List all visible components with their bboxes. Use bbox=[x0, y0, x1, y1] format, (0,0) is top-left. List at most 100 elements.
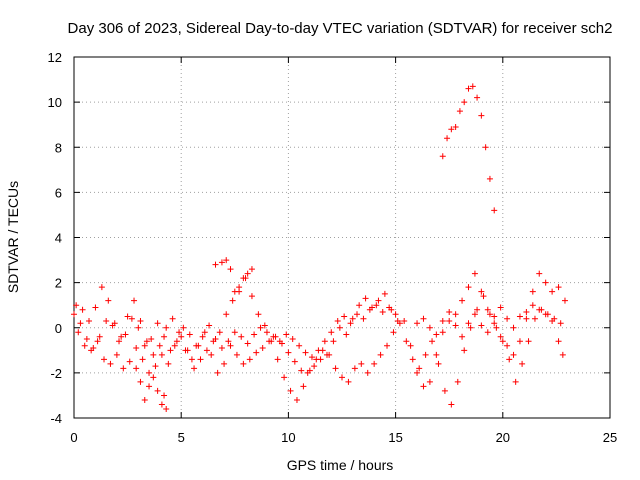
data-point bbox=[478, 322, 485, 329]
data-point bbox=[486, 175, 493, 182]
data-point bbox=[396, 320, 403, 327]
data-point bbox=[154, 387, 161, 394]
data-point bbox=[308, 354, 315, 361]
data-point bbox=[257, 324, 264, 331]
y-tick-label: 0 bbox=[55, 321, 62, 336]
data-point bbox=[465, 320, 472, 327]
data-point bbox=[452, 322, 459, 329]
data-point bbox=[83, 336, 90, 343]
data-point bbox=[493, 324, 500, 331]
data-point bbox=[448, 401, 455, 408]
data-point bbox=[351, 365, 358, 372]
data-point bbox=[118, 333, 125, 340]
data-point bbox=[240, 275, 247, 282]
point-layer bbox=[71, 83, 568, 412]
data-point bbox=[150, 374, 157, 381]
data-point bbox=[124, 313, 131, 320]
data-point bbox=[409, 356, 416, 363]
data-point bbox=[227, 266, 234, 273]
data-point bbox=[161, 333, 168, 340]
data-point bbox=[491, 313, 498, 320]
data-point bbox=[101, 356, 108, 363]
data-point bbox=[225, 338, 232, 345]
data-point bbox=[218, 259, 225, 266]
data-point bbox=[176, 329, 183, 336]
data-point bbox=[471, 311, 478, 318]
series-band-c bbox=[75, 275, 403, 403]
data-point bbox=[332, 365, 339, 372]
data-point bbox=[298, 367, 305, 374]
series-spike bbox=[439, 83, 498, 214]
data-point bbox=[238, 333, 245, 340]
data-point bbox=[184, 347, 191, 354]
data-point bbox=[504, 342, 511, 349]
data-point bbox=[506, 356, 513, 363]
data-point bbox=[105, 297, 112, 304]
data-point bbox=[161, 392, 168, 399]
y-tick-label: 4 bbox=[55, 231, 62, 246]
data-point bbox=[523, 308, 530, 315]
data-point bbox=[199, 333, 206, 340]
x-tick-label: 10 bbox=[281, 430, 295, 445]
data-point bbox=[422, 351, 429, 358]
data-point bbox=[349, 315, 356, 322]
x-tick-label: 25 bbox=[603, 430, 617, 445]
data-point bbox=[561, 297, 568, 304]
data-point bbox=[146, 369, 153, 376]
data-point bbox=[261, 322, 268, 329]
data-point bbox=[319, 347, 326, 354]
data-point bbox=[426, 324, 433, 331]
data-point bbox=[180, 324, 187, 331]
data-point bbox=[229, 297, 236, 304]
data-point bbox=[336, 324, 343, 331]
data-point bbox=[461, 99, 468, 106]
data-point bbox=[163, 405, 170, 412]
data-point bbox=[371, 360, 378, 367]
data-point bbox=[122, 331, 129, 338]
data-point bbox=[216, 329, 223, 336]
data-point bbox=[197, 356, 204, 363]
x-tick-label: 5 bbox=[178, 430, 185, 445]
data-point bbox=[486, 311, 493, 318]
data-point bbox=[255, 311, 262, 318]
data-point bbox=[469, 83, 476, 90]
data-point bbox=[116, 338, 123, 345]
data-point bbox=[379, 308, 386, 315]
data-point bbox=[148, 336, 155, 343]
data-point bbox=[233, 351, 240, 358]
data-point bbox=[98, 284, 105, 291]
data-point bbox=[236, 284, 243, 291]
data-point bbox=[407, 342, 414, 349]
data-point bbox=[474, 94, 481, 101]
data-point bbox=[555, 338, 562, 345]
data-point bbox=[131, 297, 138, 304]
data-point bbox=[497, 333, 504, 340]
data-point bbox=[420, 315, 427, 322]
data-point bbox=[231, 329, 238, 336]
data-point bbox=[478, 288, 485, 295]
data-point bbox=[293, 396, 300, 403]
data-point bbox=[248, 293, 255, 300]
data-point bbox=[531, 315, 538, 322]
data-point bbox=[306, 367, 313, 374]
data-point bbox=[103, 317, 110, 324]
data-point bbox=[491, 207, 498, 214]
data-point bbox=[510, 351, 517, 358]
data-point bbox=[139, 356, 146, 363]
data-point bbox=[416, 365, 423, 372]
data-point bbox=[461, 347, 468, 354]
data-point bbox=[439, 329, 446, 336]
data-point bbox=[471, 270, 478, 277]
x-axis-label: GPS time / hours bbox=[287, 457, 394, 473]
data-point bbox=[154, 320, 161, 327]
data-point bbox=[313, 356, 320, 363]
data-point bbox=[377, 351, 384, 358]
data-point bbox=[341, 313, 348, 320]
data-point bbox=[512, 378, 519, 385]
data-point bbox=[536, 306, 543, 313]
data-point bbox=[86, 317, 93, 324]
data-point bbox=[555, 284, 562, 291]
data-point bbox=[251, 331, 258, 338]
data-point bbox=[480, 293, 487, 300]
